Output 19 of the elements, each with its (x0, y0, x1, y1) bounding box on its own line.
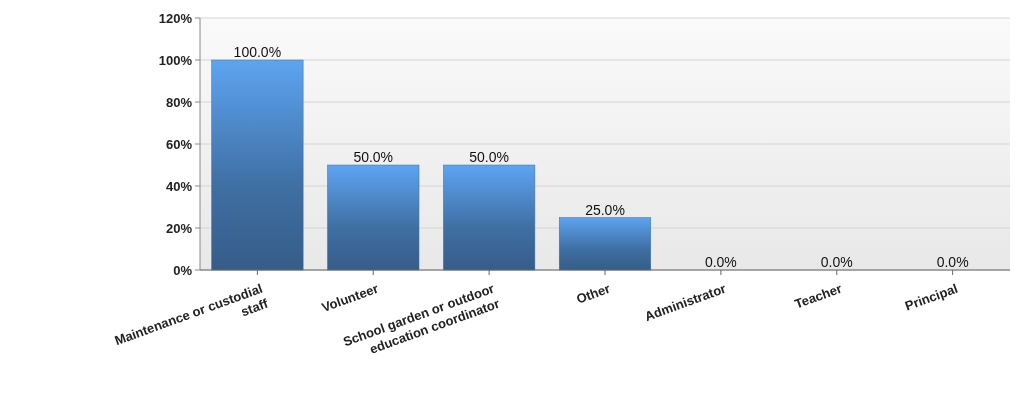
data-label: 50.0% (469, 149, 509, 165)
bar (443, 164, 536, 271)
data-label: 50.0% (353, 149, 394, 165)
data-label: 0.0% (704, 254, 737, 270)
y-tick-label: 120% (158, 10, 193, 26)
data-label: 100.0% (233, 44, 282, 60)
data-label: 25.0% (585, 201, 625, 218)
data-label: 0.0% (820, 254, 853, 270)
y-tick-label: 80% (165, 94, 193, 110)
y-tick-label: 20% (165, 220, 193, 236)
y-tick-label: 100% (158, 52, 193, 68)
data-label: 0.0% (936, 254, 969, 270)
bar (211, 59, 304, 271)
bar (327, 164, 420, 271)
y-tick-label: 0% (173, 262, 193, 278)
y-tick-label: 40% (165, 178, 193, 194)
bar (558, 217, 652, 271)
y-tick-label: 60% (165, 136, 193, 152)
x-tick-label: Other (574, 280, 613, 307)
